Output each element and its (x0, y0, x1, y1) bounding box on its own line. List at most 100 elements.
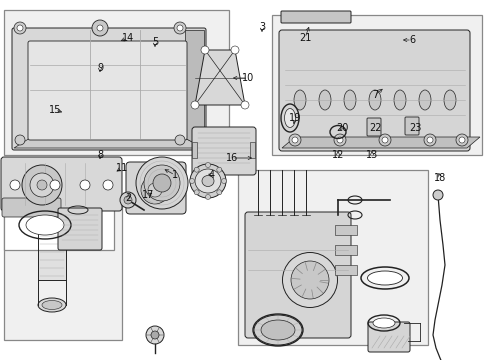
FancyBboxPatch shape (279, 30, 470, 151)
FancyBboxPatch shape (126, 162, 186, 214)
Circle shape (205, 194, 211, 199)
Circle shape (15, 135, 25, 145)
Circle shape (382, 137, 388, 143)
Circle shape (194, 167, 199, 172)
Bar (192, 142, 197, 158)
Ellipse shape (373, 318, 395, 328)
Ellipse shape (444, 90, 456, 110)
Circle shape (217, 167, 222, 172)
FancyBboxPatch shape (58, 208, 102, 250)
Circle shape (433, 190, 443, 200)
Polygon shape (14, 138, 204, 148)
Bar (4, 160, 114, 250)
Circle shape (94, 22, 106, 34)
Circle shape (14, 22, 26, 34)
Circle shape (456, 134, 468, 146)
Ellipse shape (368, 271, 402, 285)
FancyBboxPatch shape (281, 11, 351, 23)
FancyBboxPatch shape (245, 212, 351, 338)
Ellipse shape (291, 261, 329, 299)
Circle shape (153, 174, 171, 192)
Ellipse shape (195, 169, 221, 193)
Circle shape (30, 173, 54, 197)
Circle shape (205, 162, 211, 167)
FancyBboxPatch shape (405, 117, 419, 135)
Circle shape (292, 137, 298, 143)
Circle shape (201, 46, 209, 54)
Ellipse shape (42, 301, 62, 310)
Bar (238, 170, 428, 345)
Circle shape (141, 176, 169, 204)
Ellipse shape (419, 90, 431, 110)
Text: 11: 11 (116, 163, 128, 173)
Text: 19: 19 (289, 113, 301, 123)
FancyBboxPatch shape (12, 28, 206, 150)
Circle shape (17, 25, 23, 31)
Bar (38, 215, 66, 280)
Circle shape (177, 25, 183, 31)
Ellipse shape (254, 315, 302, 345)
Circle shape (379, 134, 391, 146)
Text: 18: 18 (434, 173, 446, 183)
Circle shape (424, 134, 436, 146)
Ellipse shape (261, 320, 295, 340)
Ellipse shape (283, 252, 338, 307)
Text: 2: 2 (125, 193, 131, 203)
Circle shape (148, 183, 162, 197)
Text: 16: 16 (226, 153, 238, 163)
Text: 1: 1 (172, 170, 178, 180)
FancyBboxPatch shape (28, 41, 187, 140)
Ellipse shape (319, 90, 331, 110)
Text: 12: 12 (332, 150, 344, 160)
Ellipse shape (344, 90, 356, 110)
Circle shape (190, 179, 195, 184)
Text: 6: 6 (409, 35, 415, 45)
Polygon shape (282, 137, 480, 148)
Text: 5: 5 (152, 37, 158, 47)
Circle shape (241, 101, 249, 109)
Bar (4, 10, 229, 155)
Circle shape (217, 190, 222, 195)
Text: 13: 13 (366, 150, 378, 160)
Bar (335, 245, 357, 255)
Circle shape (120, 192, 136, 208)
Circle shape (427, 137, 433, 143)
FancyBboxPatch shape (1, 157, 122, 211)
Bar (4, 205, 122, 340)
Circle shape (50, 180, 60, 190)
Circle shape (289, 134, 301, 146)
Ellipse shape (190, 164, 226, 198)
Polygon shape (195, 50, 245, 105)
Text: 17: 17 (142, 190, 154, 200)
Text: 4: 4 (209, 170, 215, 180)
Text: 20: 20 (336, 123, 348, 133)
Circle shape (37, 180, 47, 190)
Ellipse shape (369, 90, 381, 110)
FancyBboxPatch shape (2, 198, 61, 217)
Circle shape (334, 134, 346, 146)
Bar (335, 265, 357, 275)
Text: 7: 7 (372, 90, 378, 100)
Circle shape (144, 165, 180, 201)
Circle shape (97, 25, 103, 31)
Circle shape (221, 179, 226, 184)
Bar (250, 142, 255, 158)
Circle shape (231, 46, 239, 54)
Text: 15: 15 (49, 105, 61, 115)
Text: 8: 8 (97, 150, 103, 160)
Circle shape (151, 331, 159, 339)
Ellipse shape (394, 90, 406, 110)
Circle shape (194, 190, 199, 195)
Circle shape (103, 180, 113, 190)
Text: 10: 10 (242, 73, 254, 83)
Ellipse shape (38, 298, 66, 312)
Text: 22: 22 (369, 123, 381, 133)
Ellipse shape (26, 215, 64, 235)
Circle shape (124, 196, 132, 204)
Circle shape (174, 22, 186, 34)
Circle shape (10, 180, 20, 190)
FancyBboxPatch shape (367, 118, 381, 136)
Circle shape (136, 157, 188, 209)
Circle shape (146, 326, 164, 344)
FancyBboxPatch shape (368, 322, 410, 352)
